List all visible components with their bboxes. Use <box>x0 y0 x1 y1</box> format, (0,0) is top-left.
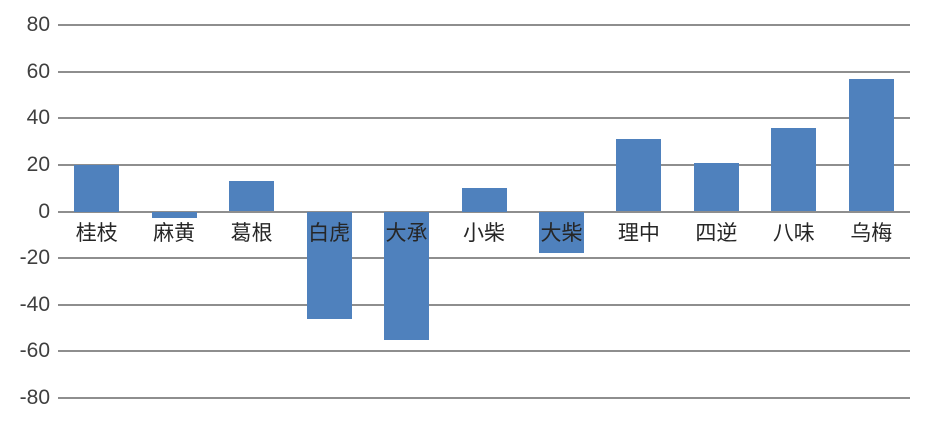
category-label: 四逆 <box>695 220 738 245</box>
bar-6 <box>538 211 584 254</box>
gridline <box>58 350 910 353</box>
category-label: 白虎 <box>308 220 351 245</box>
category-label: 小柴 <box>463 220 505 245</box>
y-axis-tick-label: 20 <box>26 152 50 176</box>
gridline <box>58 70 910 73</box>
gridline <box>58 24 910 26</box>
gridline <box>58 397 910 399</box>
gridline <box>58 163 910 166</box>
y-axis-tick-label: 0 <box>38 199 50 223</box>
category-label: 大承 <box>385 220 428 245</box>
bar-2 <box>229 181 275 212</box>
gridline <box>58 303 910 306</box>
bar-3 <box>306 211 352 319</box>
bar-7 <box>616 139 662 212</box>
bar-1 <box>151 211 197 219</box>
category-label: 麻黄 <box>153 220 196 245</box>
bar-9 <box>771 127 817 212</box>
category-label: 葛根 <box>230 220 273 245</box>
y-axis-tick-label: -20 <box>19 246 50 270</box>
bar-0 <box>74 164 120 212</box>
gridline <box>58 210 910 213</box>
bar-8 <box>693 162 739 212</box>
category-label: 大柴 <box>540 220 583 245</box>
y-axis-tick-label: -60 <box>19 339 50 363</box>
y-axis-tick-label: 60 <box>26 59 50 83</box>
category-label: 理中 <box>617 220 660 245</box>
gridline <box>58 117 910 120</box>
y-axis-tick-label: -40 <box>19 292 50 316</box>
category-label: 桂枝 <box>75 220 118 245</box>
y-axis-tick-label: 80 <box>26 13 50 36</box>
bar-4 <box>384 211 430 340</box>
category-label: 八味 <box>772 220 815 245</box>
y-axis-tick-label: -80 <box>19 386 50 409</box>
bar-10 <box>848 78 894 212</box>
category-label: 乌梅 <box>850 220 893 245</box>
bar-5 <box>461 188 507 212</box>
gridline <box>58 257 910 260</box>
y-axis-tick-label: 40 <box>26 106 50 130</box>
